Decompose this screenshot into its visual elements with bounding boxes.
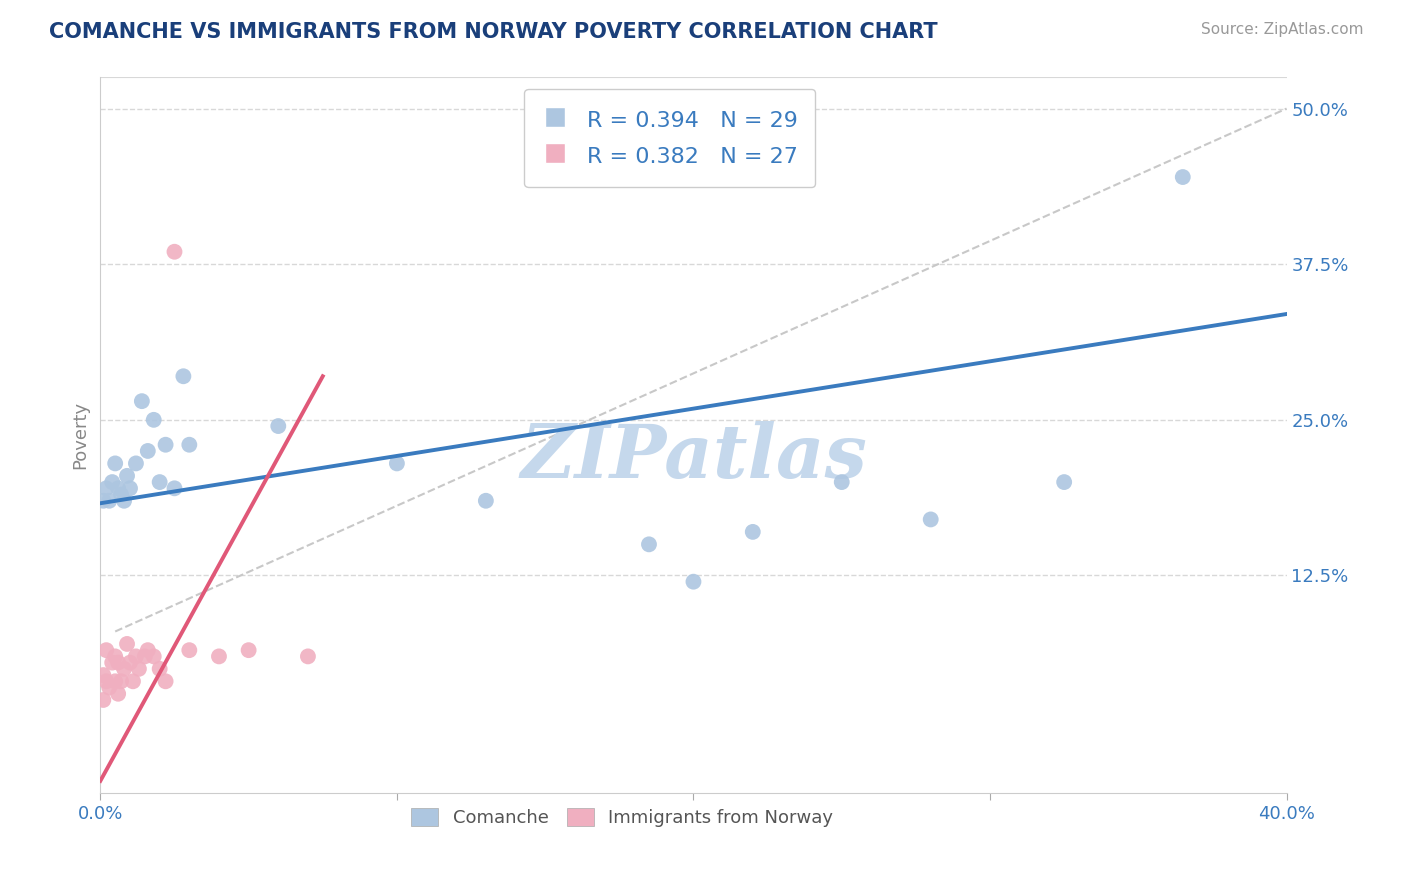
Point (142, 413, 165, 427)
Point (91, 668, 114, 682)
Point (172, 369, 194, 384)
Point (96, 674, 118, 689)
Point (104, 649, 127, 664)
Point (125, 457, 148, 471)
Point (91, 493, 114, 508)
Point (118, 481, 141, 495)
Point (179, 438, 201, 452)
Point (638, 537, 661, 551)
Point (149, 475, 172, 489)
Legend: Comanche, Immigrants from Norway: Comanche, Immigrants from Norway (404, 801, 841, 834)
Point (107, 481, 129, 495)
Point (1053, 475, 1076, 489)
Point (125, 649, 148, 664)
Text: Source: ZipAtlas.com: Source: ZipAtlas.com (1201, 22, 1364, 37)
Point (163, 481, 186, 495)
Point (112, 493, 135, 508)
Point (128, 662, 150, 676)
Point (96, 643, 118, 657)
Text: ZIPatlas: ZIPatlas (520, 421, 868, 493)
Point (920, 512, 942, 526)
Point (741, 524, 763, 539)
Point (475, 493, 498, 508)
Point (831, 475, 853, 489)
Point (238, 643, 260, 657)
Point (208, 649, 231, 664)
Point (110, 674, 132, 689)
Point (115, 637, 138, 651)
Point (122, 674, 145, 689)
Point (385, 457, 408, 471)
Point (136, 643, 159, 657)
Point (149, 662, 172, 676)
Point (134, 649, 156, 664)
Point (96, 481, 118, 495)
Point (104, 674, 127, 689)
Point (163, 244, 186, 259)
Point (112, 662, 135, 676)
Point (297, 649, 319, 664)
Point (136, 444, 159, 458)
Point (98, 493, 121, 508)
Point (107, 656, 129, 670)
Point (115, 468, 138, 483)
Point (107, 687, 129, 701)
Point (142, 649, 165, 664)
Point (1171, 169, 1194, 184)
Y-axis label: Poverty: Poverty (72, 401, 89, 469)
Point (110, 487, 132, 501)
Point (98, 681, 121, 695)
Point (91, 693, 114, 707)
Point (179, 643, 201, 657)
Point (101, 475, 124, 489)
Point (682, 574, 704, 589)
Point (104, 457, 127, 471)
Point (131, 394, 153, 409)
Point (101, 656, 124, 670)
Point (155, 438, 177, 452)
Point (267, 419, 290, 434)
Text: COMANCHE VS IMMIGRANTS FROM NORWAY POVERTY CORRELATION CHART: COMANCHE VS IMMIGRANTS FROM NORWAY POVER… (49, 22, 938, 42)
Point (118, 656, 141, 670)
Point (155, 674, 177, 689)
